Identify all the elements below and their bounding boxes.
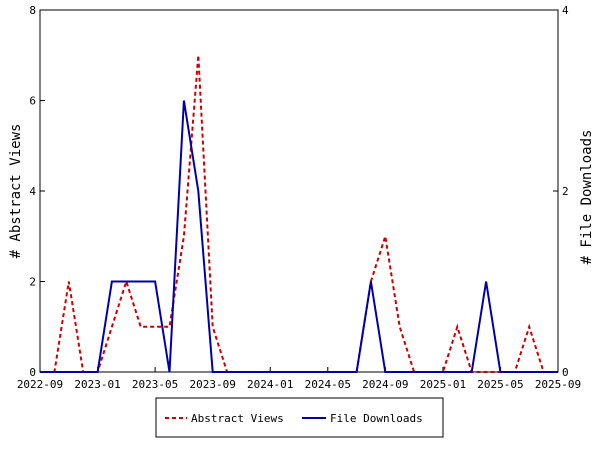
- y-tick-label-4: 4: [29, 185, 36, 198]
- right-y-axis: 0 2 4: [553, 4, 569, 379]
- y-tick-label-6: 6: [29, 95, 36, 108]
- x-tick-label-2024-05: 2024-05: [305, 378, 351, 391]
- legend-box: [155, 397, 444, 438]
- y2-tick-label-0: 0: [562, 366, 569, 379]
- y-tick-label-8: 8: [29, 4, 36, 17]
- x-tick-label-2025-01: 2025-01: [420, 378, 466, 391]
- x-tick-label-2025-05: 2025-05: [477, 378, 523, 391]
- x-tick-label-2023-05: 2023-05: [132, 378, 178, 391]
- series-line-file-downloads: [40, 100, 558, 373]
- x-tick-label-2022-09: 2022-09: [17, 378, 63, 391]
- x-tick-label-2024-01: 2024-01: [247, 378, 293, 391]
- series-layer: [40, 55, 558, 373]
- x-tick-label-2023-01: 2023-01: [74, 378, 120, 391]
- legend: Abstract Views File Downloads: [155, 397, 444, 438]
- y-tick-label-0: 0: [29, 366, 36, 379]
- x-axis: 2022-09 2023-01 2023-05 2023-09 2024-01 2024-…: [17, 367, 581, 391]
- x-tick-label-2025-09: 2025-09: [535, 378, 581, 391]
- x-tick-label-2023-09: 2023-09: [189, 378, 235, 391]
- x-tick-label-2024-09: 2024-09: [362, 378, 408, 391]
- legend-label-abstract-views: Abstract Views: [191, 412, 284, 425]
- left-y-axis: 0 2 4 6 8: [29, 4, 45, 379]
- y2-axis-title: # File Downloads: [579, 130, 595, 265]
- legend-label-file-downloads: File Downloads: [330, 412, 423, 425]
- series-line-abstract-views: [40, 55, 558, 373]
- y-tick-label-2: 2: [29, 276, 36, 289]
- y2-tick-label-4: 4: [562, 4, 569, 17]
- y2-tick-label-2: 2: [562, 185, 569, 198]
- y-axis-title: # Abstract Views: [8, 124, 24, 259]
